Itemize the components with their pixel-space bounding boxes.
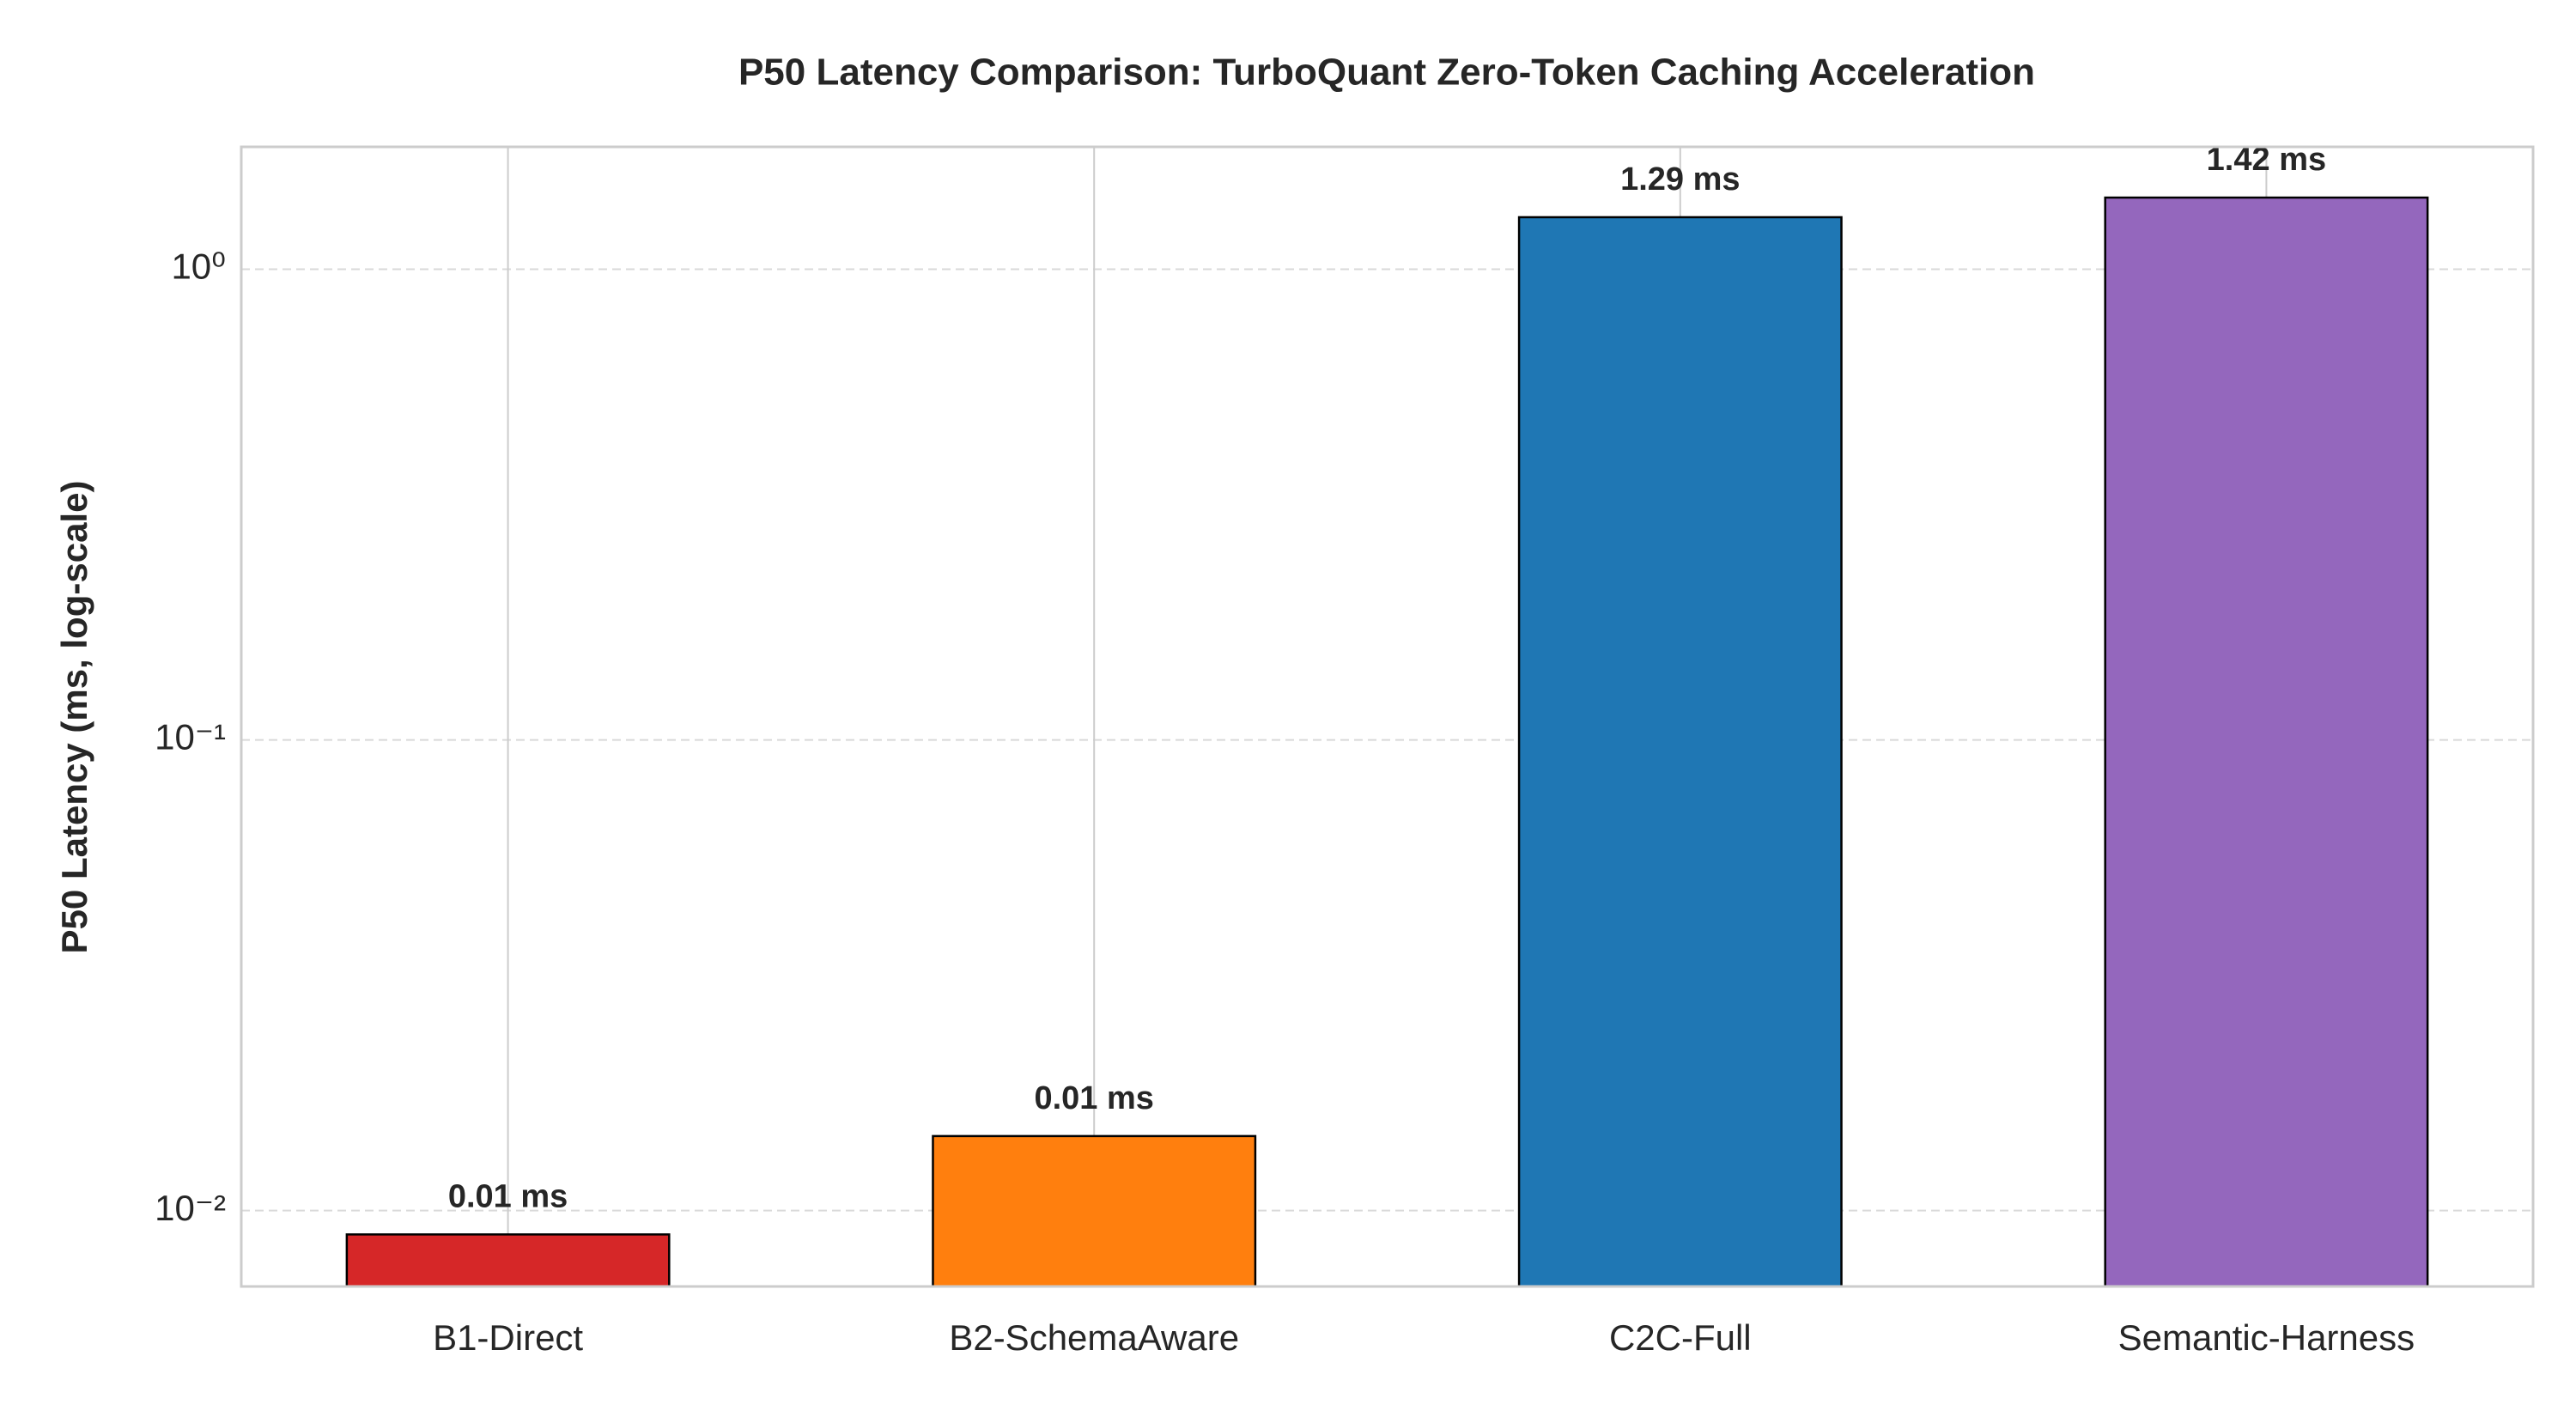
x-tick-label: B1-Direct bbox=[433, 1317, 583, 1358]
chart-title: P50 Latency Comparison: TurboQuant Zero-… bbox=[738, 52, 2035, 94]
y-tick-label: 10⁻¹ bbox=[155, 717, 226, 757]
value-label: 0.01 ms bbox=[448, 1178, 568, 1214]
bar bbox=[2104, 196, 2429, 1288]
plot-frame bbox=[240, 145, 2535, 1288]
value-label: 0.01 ms bbox=[1034, 1080, 1153, 1116]
bar bbox=[345, 1233, 671, 1288]
bar bbox=[1517, 216, 1843, 1288]
bar bbox=[932, 1134, 1257, 1288]
value-label: 1.29 ms bbox=[1620, 161, 1740, 198]
y-tick-label: 10⁰ bbox=[171, 246, 226, 287]
x-tick-label: Semantic-Harness bbox=[2118, 1317, 2415, 1358]
x-tick-label: C2C-Full bbox=[1609, 1317, 1752, 1358]
y-axis-label: P50 Latency (ms, log-scale) bbox=[54, 481, 94, 954]
x-tick-label: B2-SchemaAware bbox=[949, 1317, 1239, 1358]
y-tick-label: 10⁻² bbox=[155, 1188, 226, 1228]
